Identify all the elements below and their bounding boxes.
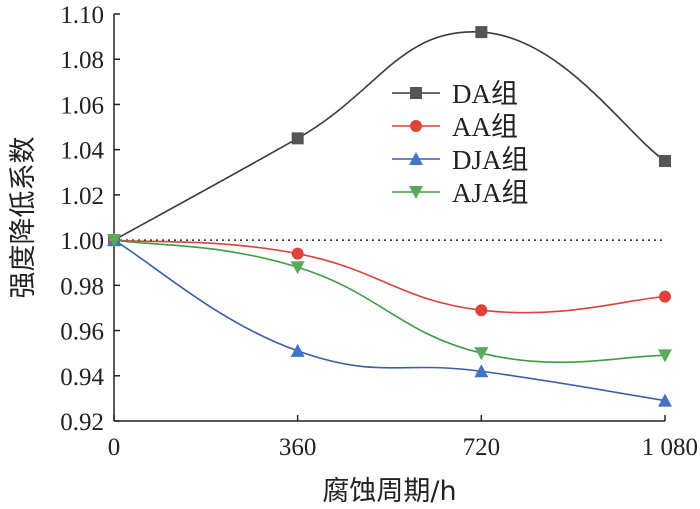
data-point [474,347,489,361]
legend-label: AA组 [452,112,518,142]
series-line [113,239,666,402]
y-tick-label: 0.96 [60,319,104,346]
legend-marker [410,87,422,99]
data-point [291,132,304,145]
y-axis-title: 强度降低系数 [8,137,39,299]
series-line [113,31,666,241]
legend-label: DA组 [452,79,518,109]
x-axis-title: 腐蚀周期/h [322,476,456,507]
data-point [474,364,489,378]
legend-label: AJA组 [452,178,529,208]
data-point [475,304,488,317]
data-point [475,26,488,39]
series-line [113,239,666,314]
y-tick-label: 0.98 [60,273,104,300]
data-point [290,343,305,357]
series-2 [107,233,672,407]
series-line [113,239,666,364]
series-layer [107,26,672,407]
legend-item: DJA组 [392,145,529,175]
y-ticks: 0.92 0.94 0.96 0.98 1.00 1.02 1.04 1.06 1.08 1.10 [60,2,120,436]
legend-marker [409,186,423,199]
legend-label: DJA组 [452,145,529,175]
y-tick-label: 0.94 [60,364,104,391]
legend-marker [409,152,423,165]
data-point [658,393,672,407]
data-point [107,234,121,248]
series-3 [107,234,672,364]
data-point [291,247,304,260]
axes [113,14,665,422]
y-tick-label: 1.00 [60,228,104,255]
x-tick-label: 1 080 [642,434,698,461]
legend-item: AJA组 [392,178,529,208]
data-point [659,290,671,303]
data-point [290,261,305,275]
y-tick-label: 1.04 [60,138,104,165]
y-tick-label: 0.92 [60,409,104,436]
series-0 [108,26,671,247]
x-ticks: 0 360 720 1 080 [108,415,698,461]
y-tick-label: 1.06 [60,92,104,119]
x-tick-label: 720 [463,434,501,461]
y-tick-label: 1.02 [60,183,104,210]
legend-item: DA组 [392,79,518,109]
y-tick-label: 1.10 [60,2,104,29]
legend-marker [410,120,422,132]
y-tick-label: 1.08 [60,47,104,74]
data-point [659,154,671,167]
x-tick-label: 360 [279,434,317,461]
x-tick-label: 0 [108,434,121,461]
legend-item: AA组 [392,112,518,142]
data-point [658,349,672,363]
